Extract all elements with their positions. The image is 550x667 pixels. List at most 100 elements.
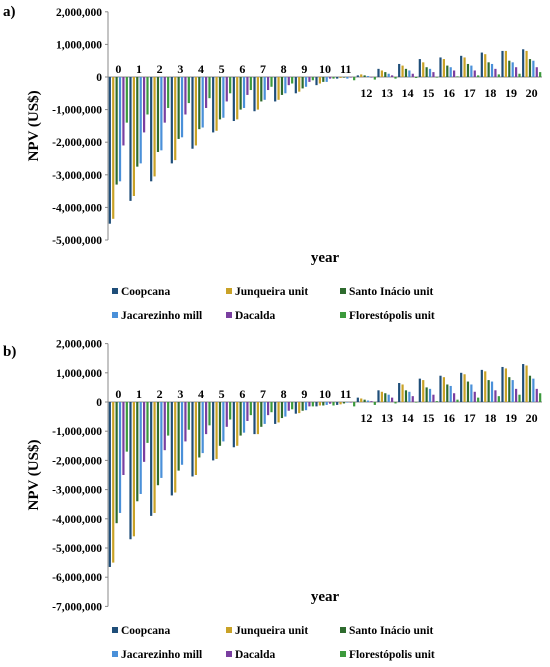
x-tick-label: 20 — [526, 86, 538, 100]
bar — [191, 402, 194, 477]
bar — [480, 52, 483, 77]
x-tick-label: 3 — [177, 62, 183, 76]
bar — [422, 380, 425, 402]
legend-label: Coopcana — [121, 286, 170, 298]
legend-label: Junqueira unit — [235, 625, 308, 637]
legend-swatch — [340, 627, 346, 633]
legend-label: Florestópolis unit — [349, 310, 435, 322]
bar — [511, 380, 514, 402]
bar — [501, 366, 504, 402]
bar — [384, 72, 387, 77]
bar — [463, 374, 466, 402]
bar — [242, 402, 246, 433]
x-tick-label: 4 — [198, 387, 204, 401]
bar — [346, 77, 349, 79]
x-tick-label: 0 — [115, 387, 121, 401]
bar — [425, 67, 428, 77]
bar — [532, 378, 535, 402]
bar — [322, 402, 325, 406]
bar — [508, 60, 511, 77]
bar — [318, 402, 321, 406]
bar — [487, 62, 490, 77]
bar — [511, 62, 514, 77]
bar — [394, 402, 397, 404]
legend-swatch — [112, 651, 118, 657]
x-tick-label: 9 — [301, 387, 307, 401]
bar — [515, 388, 518, 402]
legend-swatch — [112, 312, 118, 318]
bar — [377, 390, 380, 402]
bar — [280, 402, 284, 419]
bar — [201, 402, 204, 454]
bar — [432, 394, 435, 402]
x-tick-label: 1 — [136, 387, 142, 401]
bar — [287, 402, 290, 411]
y-tick-label: -1,000,000 — [52, 105, 102, 117]
bar — [442, 377, 445, 402]
bar — [174, 77, 177, 161]
bar — [280, 77, 284, 95]
y-tick-label: 1,000,000 — [56, 368, 102, 380]
bar — [108, 77, 111, 224]
x-tick-label: 16 — [443, 411, 455, 425]
bar — [274, 402, 277, 424]
legend-swatch — [112, 288, 118, 294]
x-tick-label: 11 — [340, 62, 351, 76]
bar — [139, 402, 142, 494]
bar — [253, 77, 256, 112]
bar — [212, 402, 215, 461]
bar — [411, 396, 414, 402]
bar — [422, 62, 425, 77]
bar — [194, 402, 197, 475]
x-tick-label: 8 — [281, 387, 287, 401]
bar — [425, 387, 428, 402]
bar — [115, 402, 118, 524]
bar — [212, 77, 215, 133]
bar — [318, 77, 321, 84]
bar — [311, 402, 314, 407]
bar — [501, 50, 504, 77]
bar — [384, 393, 387, 402]
bar — [453, 393, 456, 402]
x-tick-label: 19 — [505, 86, 517, 100]
bar — [118, 77, 122, 182]
bar — [215, 402, 218, 459]
bar — [494, 68, 497, 77]
x-tick-label: 11 — [340, 387, 351, 401]
legend-label: Jacarezinho mill — [121, 649, 202, 661]
bar — [315, 77, 318, 86]
bar — [298, 402, 301, 414]
bar — [260, 402, 263, 427]
bar — [525, 365, 528, 402]
bar — [263, 77, 266, 100]
bar — [508, 377, 511, 402]
legend-label: Santo Inácio unit — [349, 625, 434, 637]
bar — [139, 77, 142, 164]
bar — [260, 77, 263, 102]
bar — [146, 77, 149, 115]
bar — [380, 391, 383, 402]
y-tick-label: -3,000,000 — [52, 170, 102, 182]
bar — [484, 371, 487, 402]
bar — [477, 75, 480, 77]
bar — [146, 402, 149, 443]
y-tick-label: -7,000,000 — [52, 601, 102, 613]
bar — [387, 73, 390, 77]
bar — [497, 74, 500, 77]
y-tick-label: 0 — [96, 397, 102, 409]
bar — [494, 390, 497, 402]
bar — [456, 76, 459, 77]
bar — [446, 384, 449, 402]
bar — [408, 70, 411, 77]
bar — [522, 364, 525, 402]
y-tick-label: -3,000,000 — [52, 485, 102, 497]
bar — [342, 402, 346, 404]
bar — [125, 77, 128, 123]
bar — [315, 402, 318, 407]
bar — [391, 75, 394, 77]
x-tick-label: 18 — [484, 86, 496, 100]
bar — [528, 375, 532, 402]
bar — [291, 77, 294, 84]
bar — [249, 402, 252, 416]
bar — [277, 402, 280, 423]
